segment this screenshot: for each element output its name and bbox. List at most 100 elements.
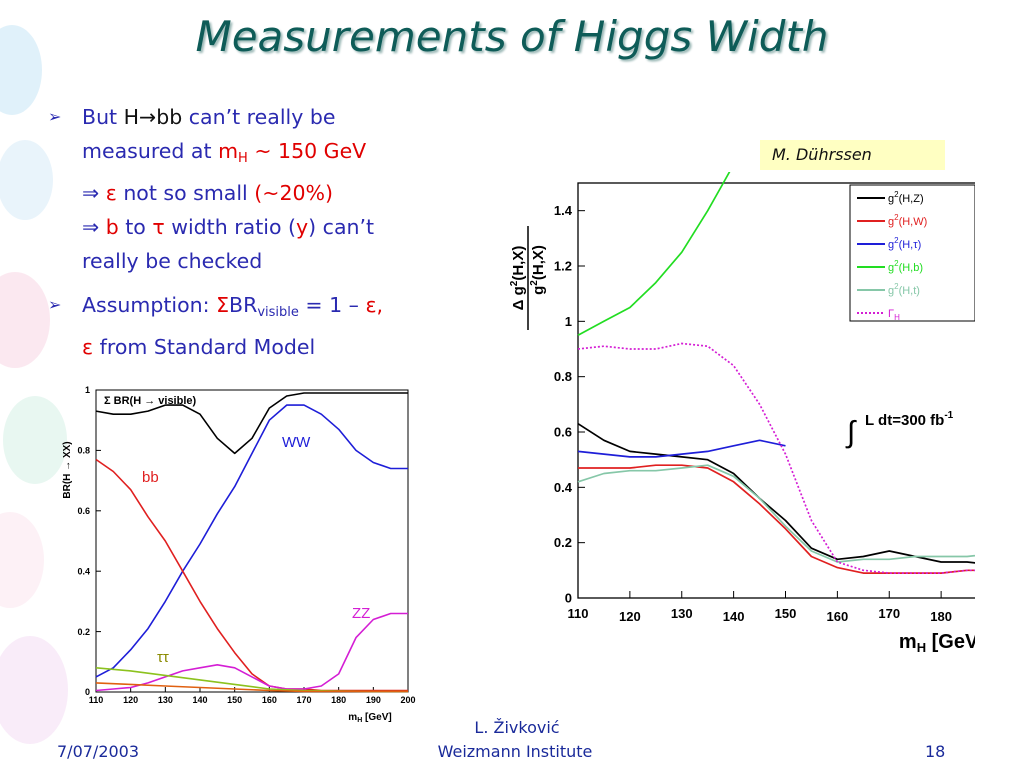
series-line-h <box>577 342 975 574</box>
legend-label-sup: 2 <box>894 190 899 199</box>
implies-symbol: ⇒ <box>82 215 106 239</box>
x-tick-label: 120 <box>619 609 641 624</box>
tau-symbol: τ <box>152 215 165 239</box>
bullet-2-line-2: ε from Standard Model <box>82 330 383 364</box>
x-label-m: m <box>899 631 917 653</box>
text-span: can’t really be <box>182 105 336 129</box>
x-tick-label: 150 <box>227 695 242 705</box>
legend-label-sup: 2 <box>894 259 899 268</box>
series-line-ghz <box>577 422 975 564</box>
legend-label-sup: 2 <box>894 282 899 291</box>
mass-value: ~ 150 GeV <box>247 139 367 163</box>
implies-symbol: ⇒ <box>82 181 106 205</box>
legend-label: g2(H,t) <box>888 282 920 297</box>
legend-label-base: g <box>888 193 894 205</box>
footer-author: L. Živković <box>474 718 560 737</box>
label-tautau: ττ <box>157 649 169 666</box>
y-label-denominator: g2(H,X) <box>529 245 547 295</box>
label-zz: ZZ <box>352 605 370 622</box>
legend: g2(H,Z)g2(H,W)g2(H,τ)g2(H,b)g2(H,t)ΓH <box>857 190 927 322</box>
series-line-gh <box>577 439 786 458</box>
bullet-1-line-1: But H→bb can’t really be <box>82 100 374 134</box>
branching-ratio-chart: 110 120 130 140 150 160 170 180 190 200 0 0.2 0.4 0.6… <box>62 385 416 724</box>
legend-label-rest: (H,Z) <box>899 193 924 205</box>
y-tick-label: 0 <box>85 687 90 697</box>
x-label-sub: H <box>917 640 926 655</box>
label-bb: bb <box>142 469 159 486</box>
bullet-arrow-icon: ➢ <box>48 295 62 314</box>
bullet-2: ➢ Assumption: ΣBRvisible = 1 – ε, ε from… <box>48 288 383 364</box>
slide-title: Measurements of Higgs Width <box>195 12 829 61</box>
bullet-1-line-2: measured at mH ~ 150 GeV <box>82 134 374 176</box>
x-tick-label: 140 <box>192 695 207 705</box>
x-tick-label: 180 <box>930 609 952 624</box>
y-symbol: y <box>296 215 309 239</box>
y-tick-label: 0.8 <box>554 369 572 384</box>
luminosity-text: L dt=300 fb-1 <box>865 410 954 429</box>
legend-box <box>849 184 975 322</box>
x-label-m: m <box>348 712 357 723</box>
y-axis-label: BR(H → XX) <box>62 441 73 498</box>
y-label-delta-g: Δ g <box>510 286 527 310</box>
legend-label-rest: (H,t) <box>899 285 920 297</box>
legend-label: g2(H,b) <box>888 259 923 274</box>
epsilon-symbol: ε <box>105 181 117 205</box>
y-label-args: (H,X) <box>510 246 527 281</box>
series-line-ww <box>95 404 408 678</box>
y-axis-label: Δ g2(H,X) g2(H,X) <box>509 226 547 330</box>
legend-label-base: g <box>888 239 894 251</box>
series-line-ghb <box>577 172 731 336</box>
x-tick-label: 200 <box>400 695 415 705</box>
author-credit: M. Dührssen <box>760 140 945 170</box>
x-tick-label: 170 <box>296 695 311 705</box>
bullet-1: ➢ But H→bb can’t really be measured at m… <box>48 100 374 278</box>
text-span: to <box>118 215 153 239</box>
legend-label-sup: 2 <box>894 236 899 245</box>
y-label-g: g <box>530 286 547 295</box>
y-tick-label: 0.6 <box>554 425 572 440</box>
legend-label: ΓH <box>888 308 900 322</box>
y-tick-label: 0.2 <box>77 627 90 637</box>
text-span: But <box>82 105 124 129</box>
series-line-cc <box>95 682 408 693</box>
x-label-sub: H <box>357 717 362 724</box>
y-tick-label: 0.6 <box>77 506 90 516</box>
integral-symbol: ∫ <box>845 416 857 449</box>
luminosity-main: L dt=300 fb <box>865 412 944 429</box>
series-line-zz <box>95 612 408 692</box>
x-label-unit: [GeV] <box>362 712 391 723</box>
legend-label: g2(H,τ) <box>888 236 921 251</box>
x-tick-label: 130 <box>158 695 173 705</box>
footer-date: 7/07/2003 <box>57 742 140 761</box>
x-tick-label: 150 <box>775 606 797 621</box>
decay-channel: H→bb <box>123 105 183 129</box>
legend-label-base: g <box>888 262 894 274</box>
sigma-symbol: Σ <box>216 293 230 317</box>
luminosity-annotation: ∫ L dt=300 fb-1 <box>845 410 954 449</box>
legend-label-rest: (H,τ) <box>899 239 922 251</box>
text-span: ) can’t <box>308 215 375 239</box>
y-tick-label: 0.4 <box>77 566 90 576</box>
x-axis-label: mH [GeV] <box>348 712 391 724</box>
text-span: BR <box>229 293 258 317</box>
y-tick-label: 0.4 <box>554 480 573 495</box>
bullet-1-line-4: ⇒ b to τ width ratio (y) can’t <box>82 210 374 244</box>
legend-label: g2(H,W) <box>888 213 927 228</box>
y-label-args: (H,X) <box>530 245 547 280</box>
text-span: really be checked <box>82 249 263 273</box>
label-ww: WW <box>282 434 311 451</box>
legend-label-rest: H <box>894 313 900 322</box>
y-tick-label: 1.4 <box>554 203 573 218</box>
y-label-numerator: Δ g2(H,X) <box>509 246 527 311</box>
text-span: Assumption: <box>82 293 217 317</box>
text-span: not so small <box>116 181 255 205</box>
series-line-ght <box>577 464 975 563</box>
y-tick-label: 0.8 <box>77 446 90 456</box>
mass-symbol: m <box>218 139 239 163</box>
legend-label-rest: (H,W) <box>899 216 928 228</box>
bullet-2-line-1: Assumption: ΣBRvisible = 1 – ε, <box>82 288 383 330</box>
legend-label: g2(H,Z) <box>888 190 924 205</box>
y-tick-label: 0.2 <box>554 535 572 550</box>
text-span: = 1 – <box>298 293 366 317</box>
x-tick-label: 180 <box>331 695 346 705</box>
